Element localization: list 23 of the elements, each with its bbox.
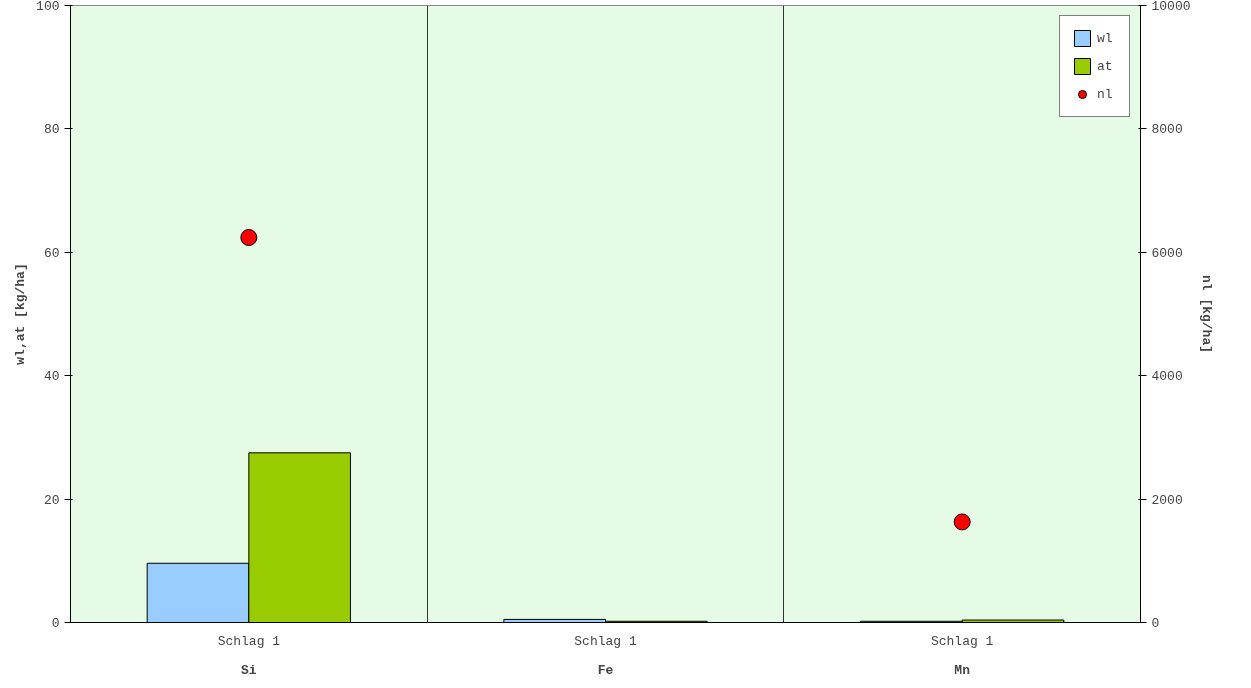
- y-tick-label: 0: [51, 616, 60, 631]
- x-tick-label: Schlag 1: [930, 633, 994, 649]
- text: Mn: [954, 662, 971, 678]
- text: Fe: [597, 662, 614, 678]
- y-tick-label: 20: [43, 492, 60, 508]
- y-tick-label: 80: [43, 122, 60, 138]
- y2-tick-label: 4000: [1151, 369, 1183, 385]
- legend-label: at: [1097, 58, 1114, 74]
- y2-axis-title: nl [kg/ha]: [1198, 274, 1214, 354]
- legend-label: nl: [1097, 86, 1114, 102]
- y-tick-label: 100: [36, 0, 60, 14]
- y-axis-title: wl,at [kg/ha]: [13, 263, 29, 365]
- y2-tick-label: 8000: [1151, 122, 1183, 138]
- legend-label: wl: [1097, 30, 1114, 46]
- y2-tick-label: 10000: [1151, 0, 1191, 14]
- x-tick-label: Schlag 1: [574, 633, 637, 649]
- y2-tick-label: 0: [1151, 616, 1160, 631]
- y-tick-label: 40: [43, 369, 60, 385]
- y-tick-label: 60: [43, 245, 60, 261]
- text: Si: [241, 662, 257, 678]
- y2-tick-label: 2000: [1151, 492, 1183, 508]
- x-tick-label: Schlag 1: [217, 633, 281, 649]
- y2-tick-label: 6000: [1151, 245, 1183, 261]
